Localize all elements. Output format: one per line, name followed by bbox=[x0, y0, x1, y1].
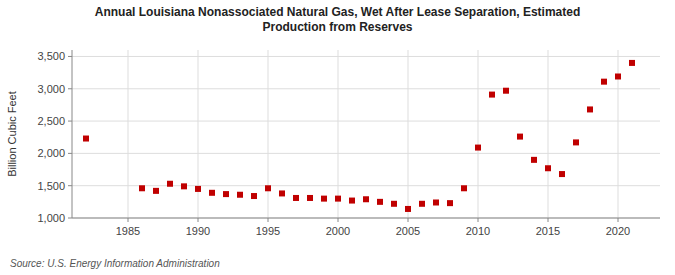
y-tick bbox=[68, 88, 72, 89]
point bbox=[293, 195, 299, 201]
point bbox=[447, 200, 453, 206]
y-axis-line bbox=[72, 50, 73, 218]
point bbox=[181, 183, 187, 189]
point bbox=[335, 196, 341, 202]
point bbox=[223, 191, 229, 197]
point bbox=[265, 185, 271, 191]
x-tick bbox=[548, 218, 549, 222]
x-tick-label: 2015 bbox=[536, 225, 560, 237]
y-tick bbox=[68, 185, 72, 186]
point bbox=[83, 136, 89, 142]
point bbox=[545, 165, 551, 171]
x-grid-line bbox=[268, 50, 269, 218]
y-tick bbox=[68, 218, 72, 219]
y-tick-label: 1,500 bbox=[37, 180, 65, 192]
point bbox=[419, 201, 425, 207]
page: {"chart_data": { "type": "scatter", "tit… bbox=[0, 0, 675, 275]
point bbox=[629, 60, 635, 66]
point bbox=[615, 73, 621, 79]
point bbox=[321, 196, 327, 202]
x-axis-line bbox=[72, 218, 660, 219]
point bbox=[195, 186, 201, 192]
axes: 1,000 1,500 2,000 2,500 3,000 3,500 1985 1990 19… bbox=[37, 50, 660, 237]
point bbox=[209, 190, 215, 196]
x-tick-label: 2000 bbox=[326, 225, 350, 237]
x-grid-line bbox=[128, 50, 129, 218]
point bbox=[531, 157, 537, 163]
x-tick-label: 1985 bbox=[116, 225, 140, 237]
y-axis-label: Billion Cubic Feet bbox=[6, 91, 18, 177]
point bbox=[433, 199, 439, 205]
y-tick-label: 2,500 bbox=[37, 115, 65, 127]
x-tick-label: 1995 bbox=[256, 225, 280, 237]
point bbox=[405, 206, 411, 212]
y-tick bbox=[68, 56, 72, 57]
x-grid-line bbox=[198, 50, 199, 218]
y-tick-label: 3,000 bbox=[37, 83, 65, 95]
y-grid-line bbox=[72, 218, 660, 219]
x-tick bbox=[618, 218, 619, 222]
x-tick bbox=[268, 218, 269, 222]
point bbox=[475, 145, 481, 151]
x-grid-line bbox=[478, 50, 479, 218]
points bbox=[83, 60, 635, 212]
point bbox=[587, 106, 593, 112]
source-note: Source: U.S. Energy Information Administ… bbox=[10, 258, 220, 269]
grid bbox=[72, 50, 660, 218]
point bbox=[279, 190, 285, 196]
y-grid-line bbox=[72, 88, 660, 89]
point bbox=[363, 196, 369, 202]
point bbox=[573, 139, 579, 145]
point bbox=[461, 185, 467, 191]
y-tick bbox=[68, 153, 72, 154]
point bbox=[377, 199, 383, 205]
point bbox=[139, 185, 145, 191]
x-tick bbox=[408, 218, 409, 222]
x-tick bbox=[198, 218, 199, 222]
point bbox=[237, 192, 243, 198]
x-tick-label: 2020 bbox=[606, 225, 630, 237]
point bbox=[503, 88, 509, 94]
point bbox=[391, 201, 397, 207]
point bbox=[349, 198, 355, 204]
chart: Annual Louisiana Nonassociated Natural G… bbox=[0, 0, 675, 275]
x-grid-line bbox=[338, 50, 339, 218]
point bbox=[153, 188, 159, 194]
x-tick bbox=[338, 218, 339, 222]
x-tick-label: 2010 bbox=[466, 225, 490, 237]
y-grid-line bbox=[72, 121, 660, 122]
y-grid-line bbox=[72, 153, 660, 154]
title: Annual Louisiana Nonassociated Natural G… bbox=[95, 5, 580, 34]
x-grid-line bbox=[408, 50, 409, 218]
y-tick-label: 2,000 bbox=[37, 147, 65, 159]
point bbox=[601, 79, 607, 85]
point bbox=[251, 193, 257, 199]
point bbox=[489, 92, 495, 98]
title-line: Production from Reserves bbox=[262, 20, 412, 34]
point bbox=[307, 195, 313, 201]
y-tick-label: 1,000 bbox=[37, 212, 65, 224]
y-tick bbox=[68, 121, 72, 122]
x-grid-line bbox=[548, 50, 549, 218]
y-grid-line bbox=[72, 185, 660, 186]
x-tick-label: 1990 bbox=[186, 225, 210, 237]
point bbox=[167, 181, 173, 187]
y-grid-line bbox=[72, 56, 660, 57]
point bbox=[559, 171, 565, 177]
x-tick-label: 2005 bbox=[396, 225, 420, 237]
x-tick bbox=[478, 218, 479, 222]
point bbox=[517, 134, 523, 140]
x-tick bbox=[128, 218, 129, 222]
title-line: Annual Louisiana Nonassociated Natural G… bbox=[95, 5, 580, 19]
y-tick-label: 3,500 bbox=[37, 50, 65, 62]
